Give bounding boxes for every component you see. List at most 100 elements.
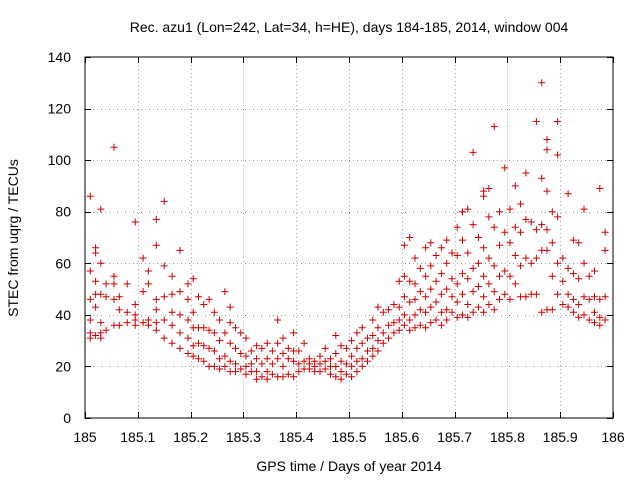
data-point [160,262,168,270]
data-point [131,218,139,226]
data-point [92,332,100,339]
data-point [474,283,482,290]
data-point [274,316,282,324]
data-point [453,223,461,231]
data-point [390,319,398,327]
data-point [395,303,403,311]
data-point [176,344,184,352]
data-point [86,334,94,342]
data-point [548,272,556,280]
data-point [459,208,466,216]
data-point [464,249,472,257]
data-point [353,357,361,365]
data-point [337,342,345,350]
data-point [92,303,100,311]
data-point [160,316,168,324]
data-point [168,308,176,316]
data-point [379,339,387,347]
data-point [184,350,192,357]
data-point [176,311,184,319]
data-point [385,306,393,314]
data-point [532,290,540,298]
data-point [348,373,356,381]
data-point [97,290,105,298]
data-point [210,308,218,316]
data-point [480,293,488,301]
data-point [184,316,192,324]
x-tick-label: 186 [601,429,625,445]
data-point [416,321,424,329]
data-point [284,370,292,378]
data-point [538,174,546,182]
data-point [316,360,324,368]
y-tick-label: 40 [55,307,71,323]
data-point [195,355,202,363]
data-point [480,192,488,200]
data-point [168,272,176,280]
data-point [152,319,160,327]
data-point [459,236,466,244]
data-point [554,118,562,125]
data-point [263,339,271,347]
data-point [342,360,350,368]
data-point [139,254,147,262]
data-point [184,334,192,342]
data-point [205,326,213,334]
data-point [274,339,282,347]
data-point [464,205,472,213]
data-point [506,295,514,303]
data-point [115,321,123,329]
data-point [437,244,445,252]
data-point [459,311,466,319]
data-point [332,350,340,357]
data-point [210,329,218,337]
data-point [601,228,609,236]
data-point [279,362,287,370]
data-point [569,270,577,278]
data-point [358,362,366,370]
data-point [485,213,493,221]
data-point [374,347,382,355]
data-point [427,319,435,327]
data-point [226,339,234,347]
data-point [358,339,366,347]
data-point [221,352,229,360]
data-point [247,347,255,355]
data-point [422,272,430,280]
data-point [176,288,184,296]
data-point [348,352,356,360]
data-point [274,355,282,363]
data-point [184,280,192,288]
data-point [152,326,160,334]
data-point [511,280,519,288]
y-tick-label: 120 [48,101,72,117]
data-point [406,326,414,334]
data-point [469,264,477,272]
data-point [253,355,261,363]
data-point [379,308,387,316]
data-point [511,223,519,231]
data-point [321,357,329,365]
data-point [189,275,197,283]
x-tick-label: 185.9 [543,429,578,445]
data-point [110,272,118,280]
data-point [263,375,271,383]
data-point [501,267,509,275]
data-point [485,185,493,192]
data-point [543,187,551,195]
data-point [585,272,593,280]
y-axis-label: STEC from uqrg / TECUs [5,159,21,317]
data-point [123,319,131,327]
data-point [390,301,398,308]
data-point [416,306,424,314]
data-point [195,339,202,347]
data-point [406,298,414,306]
data-point [110,295,118,303]
data-point [554,259,562,267]
data-point [522,293,530,301]
data-point [437,308,445,316]
data-point [538,308,546,316]
data-point [554,213,562,221]
data-point [86,192,94,200]
data-point [205,344,213,352]
